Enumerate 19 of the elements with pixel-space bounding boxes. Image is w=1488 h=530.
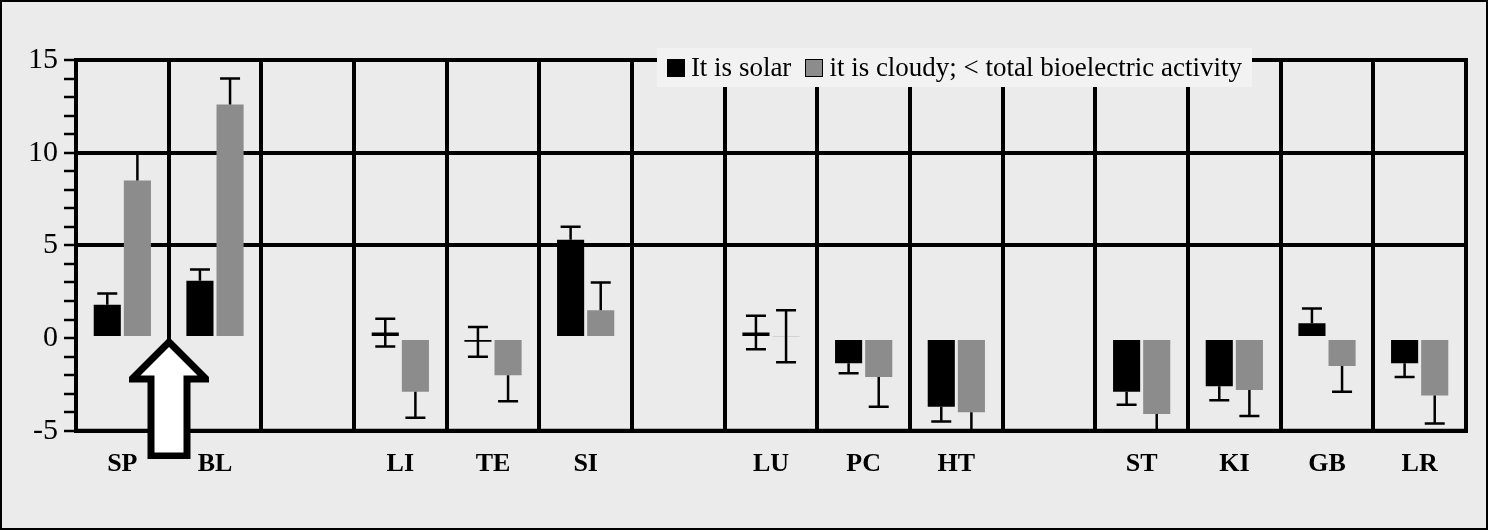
y-tick-label: 5 [43,226,58,260]
x-tick-label: SI [573,448,598,478]
x-tick-label: KI [1219,448,1250,478]
y-tick-label: -5 [33,411,58,445]
x-tick-label: TE [475,448,511,478]
x-tick-label: LR [1401,448,1438,478]
x-tick-label: HT [937,448,976,478]
x-tick-label: ST [1125,448,1158,478]
y-tick-label: 15 [28,40,58,74]
legend-label: it is cloudy; < total bioelectric activity [829,52,1242,83]
y-tick-label: 0 [43,318,58,352]
legend-label: It is solar [690,52,792,83]
x-tick-label: BL [197,448,233,478]
x-tick-label: PC [846,448,881,478]
x-tick-label: SP [107,448,138,478]
y-tick-label: 10 [28,133,58,167]
x-tick-label: LI [386,448,415,478]
x-tick-label: GB [1308,448,1346,478]
x-tick-label: LU [752,448,790,478]
